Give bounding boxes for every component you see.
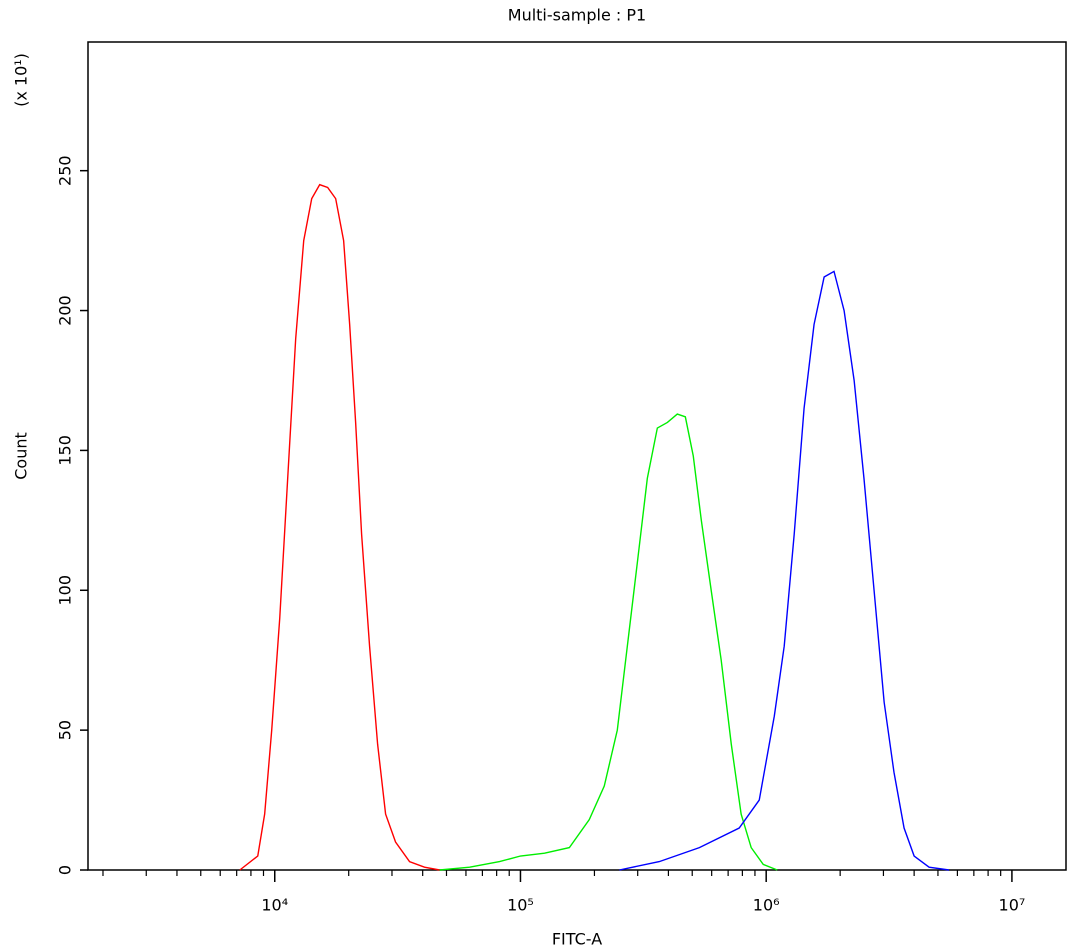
plot-frame	[87, 41, 1067, 871]
y-tick-label: 200	[56, 295, 75, 326]
y-tick-label: 250	[56, 155, 75, 186]
x-tick-label: 10⁴	[261, 896, 288, 915]
x-tick-label: 10⁶	[753, 896, 780, 915]
chart-title: Multi-sample : P1	[508, 6, 646, 25]
y-tick-label: 150	[56, 435, 75, 466]
histogram-line	[439, 413, 778, 871]
y-axis-label: Count	[12, 432, 31, 480]
x-axis-label: FITC-A	[552, 930, 602, 949]
x-tick-label: 10⁵	[507, 896, 534, 915]
y-tick-label: 100	[56, 575, 75, 606]
y-tick-label: 50	[56, 720, 75, 740]
histogram-line	[619, 270, 950, 871]
y-multiplier: (x 10¹)	[12, 53, 31, 107]
x-tick-label: 10⁷	[999, 896, 1026, 915]
histogram-line	[239, 183, 440, 871]
y-tick-label: 0	[56, 865, 75, 875]
